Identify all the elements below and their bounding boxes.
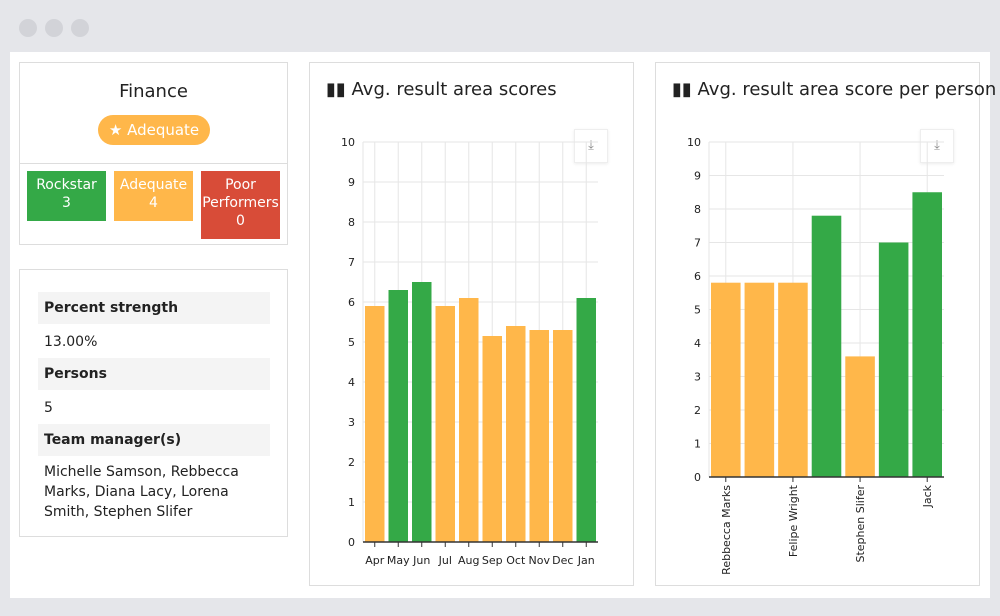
x-tick-label: Jack: [921, 484, 934, 508]
y-tick-label: 8: [694, 203, 701, 216]
window-control[interactable]: [45, 19, 63, 37]
chart-title: ▮▮ Avg. result area scores: [326, 79, 557, 100]
star-icon: ★: [108, 121, 123, 139]
stat-value: 13.00%: [44, 334, 98, 350]
y-tick-label: 7: [348, 256, 355, 269]
tile-count: 4: [149, 195, 158, 211]
bar: [412, 282, 432, 542]
y-tick-label: 0: [694, 471, 701, 484]
y-tick-label: 1: [348, 496, 355, 509]
tile-poor[interactable]: Poor Performers 0: [201, 171, 280, 239]
monthly-chart: 0 1 2 3 4 5 6 7 8 9 10 Apr May Jun Jul Aug Sep Oct Nov Dec J…: [341, 136, 598, 567]
y-tick-label: 10: [687, 136, 701, 149]
y-tick-label: 6: [348, 296, 355, 309]
tile-label: Adequate: [119, 177, 188, 193]
x-tick-label: Nov: [529, 554, 551, 567]
x-tick-label: Felipe Wright: [787, 484, 800, 557]
y-tick-label: 5: [348, 336, 355, 349]
tile-adequate[interactable]: Adequate 4: [114, 171, 193, 221]
tile-label: Poor Performers: [202, 177, 279, 211]
download-icon[interactable]: ⤓: [574, 129, 608, 163]
chart-title: ▮▮ Avg. result area score per person: [672, 79, 997, 100]
bar: [576, 298, 596, 542]
bar: [459, 298, 479, 542]
tile-count: 0: [236, 213, 245, 229]
window-control[interactable]: [19, 19, 37, 37]
y-tick-label: 2: [348, 456, 355, 469]
x-tick-label: May: [387, 554, 410, 567]
x-tick-label: Aug: [458, 554, 479, 567]
stats-card: Percent strength 13.00% Persons 5 Team m…: [19, 269, 288, 537]
bar: [912, 192, 942, 477]
bar: [435, 306, 455, 542]
window: Finance ★ Adequate Rockstar 3 Adequate 4 P…: [10, 52, 996, 598]
y-tick-label: 3: [694, 371, 701, 384]
tile-label: Rockstar: [36, 177, 97, 193]
window-control[interactable]: [71, 19, 89, 37]
chart-card-person: ▮▮ Avg. result area score per person ⤓ 0…: [655, 62, 996, 586]
bar: [878, 242, 909, 477]
x-tick-label: Dec: [552, 554, 573, 567]
y-tick-label: 6: [694, 270, 701, 283]
y-tick-label: 7: [694, 237, 701, 250]
y-tick-label: 10: [341, 136, 355, 149]
bar: [744, 282, 775, 477]
tile-count: 3: [62, 195, 71, 211]
bar: [711, 282, 741, 477]
x-tick-label: Jul: [438, 554, 452, 567]
y-tick-label: 9: [348, 176, 355, 189]
y-tick-label: 8: [348, 216, 355, 229]
stat-value: Michelle Samson, Rebbecca Marks, Diana L…: [44, 464, 239, 520]
stat-value: 5: [44, 400, 53, 416]
team-name: Finance: [119, 81, 188, 102]
y-tick-label: 9: [694, 170, 701, 183]
bar-chart-icon: ▮▮: [326, 79, 346, 100]
person-chart: 0 1 2 3 4 5 6 7 8 9 10 Rebbecca Marks Felipe Wright S…: [687, 136, 944, 575]
bar: [845, 356, 875, 477]
rating-badge: ★ Adequate: [98, 115, 210, 145]
download-icon[interactable]: ⤓: [920, 129, 954, 163]
y-tick-label: 4: [694, 337, 701, 350]
bar-chart-icon: ▮▮: [672, 79, 692, 100]
stat-label: Persons: [38, 358, 270, 390]
x-tick-label: Jun: [412, 554, 430, 567]
y-tick-label: 3: [348, 416, 355, 429]
bar: [482, 336, 502, 542]
x-tick-label: Apr: [365, 554, 385, 567]
x-tick-label: Jan: [577, 554, 595, 567]
bar: [553, 330, 573, 542]
x-tick-label: Oct: [506, 554, 526, 567]
y-tick-label: 4: [348, 376, 355, 389]
tile-rockstar[interactable]: Rockstar 3: [27, 171, 106, 221]
bar: [778, 282, 808, 477]
x-tick-label: Sep: [482, 554, 503, 567]
bar: [811, 215, 842, 477]
bar: [388, 290, 408, 542]
y-tick-label: 0: [348, 536, 355, 549]
bar: [365, 306, 385, 542]
x-tick-label: Stephen Slifer: [854, 485, 867, 563]
bar: [506, 326, 526, 542]
chart-card-monthly: ▮▮ Avg. result area scores ⤓ 0 1 2 3 4 5 6 7 8 9 1…: [309, 62, 634, 586]
y-tick-label: 5: [694, 304, 701, 317]
bar: [529, 330, 549, 542]
stat-label: Percent strength: [38, 292, 270, 324]
y-tick-label: 2: [694, 404, 701, 417]
x-tick-label: Rebbecca Marks: [720, 485, 733, 575]
stat-label: Team manager(s): [38, 424, 270, 456]
y-tick-label: 1: [694, 438, 701, 451]
rating-label: Adequate: [127, 121, 200, 139]
team-card: Finance ★ Adequate Rockstar 3 Adequate 4 P…: [19, 62, 288, 245]
